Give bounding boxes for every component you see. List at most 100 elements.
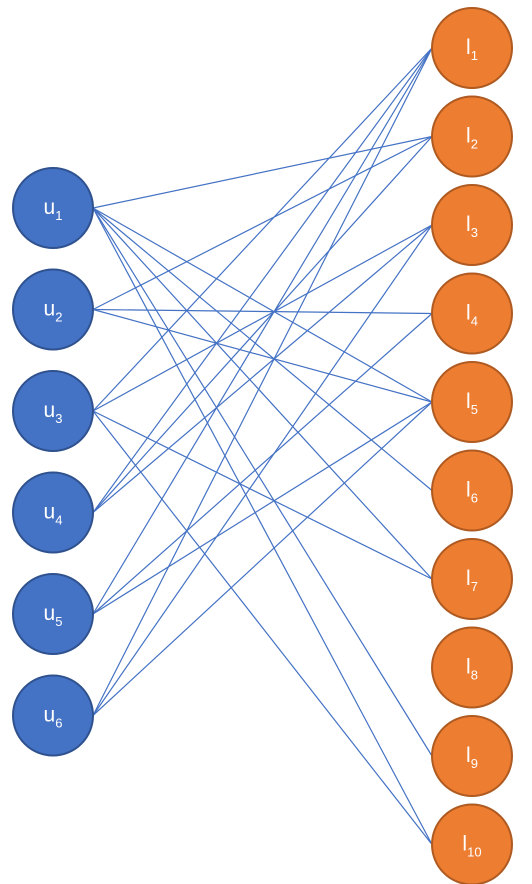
node-label-base: u (44, 501, 56, 524)
node-circle-l10 (431, 803, 513, 884)
node-circle-u2 (12, 268, 94, 351)
edge-u4-l3 (92, 224, 433, 513)
node-label-l7: l7 (466, 567, 478, 594)
node-label-base: l (466, 36, 471, 59)
node-label-subscript: 5 (471, 402, 478, 417)
node-u4: u4 (12, 471, 94, 554)
node-circle-u5 (12, 573, 94, 655)
edge-u1-l2 (92, 135, 433, 209)
node-label-base: l (466, 479, 471, 502)
node-label-base: u (44, 704, 56, 727)
node-l7: l7 (431, 538, 513, 620)
node-l6: l6 (431, 449, 513, 532)
node-label-subscript: 1 (55, 208, 62, 223)
node-label-u4: u4 (44, 501, 63, 528)
node-circle-u1 (12, 167, 94, 249)
node-l3: l3 (431, 184, 513, 266)
node-label-base: l (466, 567, 471, 590)
node-circle-l9 (431, 715, 513, 797)
edge-u1-l5 (92, 207, 433, 403)
node-circle-l7 (431, 538, 513, 620)
node-label-l4: l4 (466, 302, 478, 329)
node-label-base: l (466, 302, 471, 325)
node-label-subscript: 1 (471, 48, 478, 63)
node-u1: u1 (12, 167, 94, 249)
node-label-subscript: 9 (471, 756, 478, 771)
node-label-subscript: 7 (471, 579, 478, 594)
edge-u5-l5 (92, 401, 433, 615)
node-circle-l4 (431, 272, 513, 355)
edge-u1-l10 (92, 207, 433, 845)
edge-u6-l3 (92, 224, 433, 716)
node-label-u1: u1 (44, 196, 63, 223)
node-u5: u5 (12, 573, 94, 655)
edge-u3-l7 (92, 410, 433, 580)
node-label-subscript: 6 (55, 716, 62, 731)
edge-u6-l5 (92, 401, 433, 716)
node-label-base: u (44, 399, 56, 422)
node-label-subscript: 3 (55, 411, 62, 426)
node-label-l1: l1 (466, 36, 478, 63)
edge-u1-l6 (92, 207, 433, 491)
node-label-u2: u2 (44, 298, 63, 325)
node-label-subscript: 3 (471, 225, 478, 240)
edge-u4-l2 (92, 136, 433, 513)
node-circle-l5 (431, 361, 513, 443)
node-label-l10: l10 (462, 833, 481, 860)
node-circle-l6 (431, 449, 513, 532)
node-l1: l1 (431, 7, 513, 89)
node-label-l5: l5 (466, 390, 478, 417)
edge-u1-l7 (92, 207, 433, 580)
node-label-l2: l2 (466, 125, 478, 152)
node-label-base: l (466, 744, 471, 767)
node-circle-u6 (12, 674, 94, 757)
edge-u5-l1 (92, 47, 433, 615)
node-label-l6: l6 (466, 479, 478, 506)
node-l5: l5 (431, 361, 513, 443)
node-circle-l2 (431, 95, 513, 178)
edge-u4-l1 (92, 47, 433, 513)
node-circle-l1 (431, 7, 513, 89)
node-label-base: l (466, 213, 471, 236)
node-label-u6: u6 (44, 704, 63, 731)
node-label-base: l (462, 833, 467, 856)
edge-u5-l4 (92, 313, 433, 615)
node-label-subscript: 10 (467, 845, 481, 860)
node-label-base: l (466, 390, 471, 413)
node-u3: u3 (12, 370, 94, 452)
node-circle-u3 (12, 370, 94, 452)
node-l8: l8 (431, 626, 513, 709)
node-l4: l4 (431, 272, 513, 355)
node-u6: u6 (12, 674, 94, 757)
node-circle-l3 (431, 184, 513, 266)
node-label-base: u (44, 602, 56, 625)
edge-u2-l4 (92, 308, 433, 315)
node-label-subscript: 2 (471, 137, 478, 152)
node-u2: u2 (12, 268, 94, 351)
node-label-u3: u3 (44, 399, 63, 426)
node-label-base: u (44, 298, 56, 321)
node-label-base: u (44, 196, 56, 219)
node-label-subscript: 4 (471, 314, 478, 329)
node-l10: l10 (431, 803, 513, 884)
node-label-subscript: 4 (55, 513, 62, 528)
node-label-l8: l8 (466, 656, 478, 683)
edge-u3-l1 (92, 47, 433, 412)
edge-u2-l5 (92, 308, 433, 403)
edges-layer (92, 47, 433, 845)
edge-u2-l2 (92, 135, 433, 311)
node-label-l9: l9 (466, 744, 478, 771)
node-l9: l9 (431, 715, 513, 797)
node-label-subscript: 2 (55, 310, 62, 325)
node-label-subscript: 6 (471, 491, 478, 506)
node-circle-u4 (12, 471, 94, 554)
edge-u3-l3 (92, 224, 433, 412)
node-label-u5: u5 (44, 602, 63, 629)
node-l2: l2 (431, 95, 513, 178)
node-label-l3: l3 (466, 213, 478, 240)
node-label-base: l (466, 125, 471, 148)
edge-u6-l1 (92, 47, 433, 716)
edge-u3-l10 (92, 410, 433, 845)
